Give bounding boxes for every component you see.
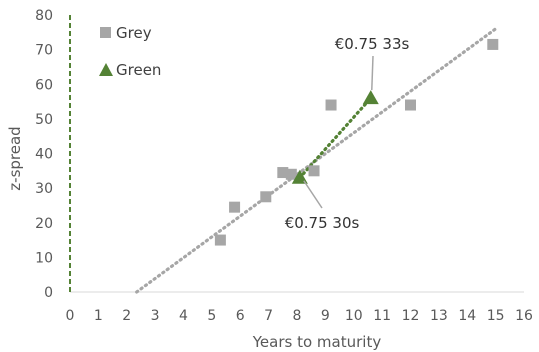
annotation-leader xyxy=(371,55,374,91)
legend-label-green: Green xyxy=(116,61,161,79)
grey-point xyxy=(308,165,320,177)
legend-marker-green xyxy=(99,63,113,76)
green-point xyxy=(362,90,379,105)
y-tick-label: 20 xyxy=(35,216,53,232)
grey-point xyxy=(229,201,241,213)
grey-point xyxy=(405,99,416,111)
x-tick-label: 15 xyxy=(487,308,505,324)
green-trendline xyxy=(298,96,373,180)
grey-point xyxy=(325,99,337,111)
y-tick-label: 30 xyxy=(35,181,53,197)
x-tick-label: 13 xyxy=(430,308,448,324)
grey-point xyxy=(214,234,226,246)
annotation-label: €0.75 30s xyxy=(285,214,360,232)
x-tick-label: 8 xyxy=(293,308,302,324)
x-axis-title: Years to maturity xyxy=(252,333,382,351)
y-tick-label: 10 xyxy=(35,250,53,266)
x-axis-ticks: 0 1 2 3 4 5 6 7 8 9 10 11 12 13 14 15 16 xyxy=(66,308,533,324)
grey-point xyxy=(260,191,272,203)
x-tick-label: 1 xyxy=(94,308,103,324)
x-tick-label: 2 xyxy=(122,308,131,324)
x-tick-label: 3 xyxy=(151,308,160,324)
grey-point xyxy=(285,168,297,180)
x-tick-label: 10 xyxy=(345,308,363,324)
y-tick-label: 70 xyxy=(35,43,53,59)
y-tick-label: 0 xyxy=(44,285,53,301)
x-tick-label: 5 xyxy=(207,308,216,324)
y-tick-label: 40 xyxy=(35,147,53,163)
x-tick-label: 4 xyxy=(179,308,188,324)
x-tick-label: 12 xyxy=(402,308,420,324)
x-tick-label: 7 xyxy=(264,308,273,324)
trendlines xyxy=(135,27,498,294)
y-tick-label: 50 xyxy=(35,112,53,128)
x-tick-label: 6 xyxy=(236,308,245,324)
x-tick-label: 14 xyxy=(458,308,476,324)
green-point xyxy=(291,169,308,184)
legend-label-grey: Grey xyxy=(116,24,152,42)
legend-marker-grey xyxy=(100,27,111,38)
annotation-label: €0.75 33s xyxy=(335,35,410,53)
y-axis-title: z-spread xyxy=(6,126,24,190)
y-axis-ticks: 0 10 20 30 40 50 60 70 80 xyxy=(35,8,53,301)
data-points xyxy=(214,38,499,246)
x-tick-label: 16 xyxy=(515,308,533,324)
grey-point xyxy=(487,38,499,50)
annotations: €0.75 33s €0.75 30s xyxy=(285,35,410,232)
x-tick-label: 0 xyxy=(66,308,75,324)
x-tick-label: 11 xyxy=(373,308,391,324)
x-tick-label: 9 xyxy=(321,308,330,324)
annotation-leader xyxy=(303,180,323,209)
y-tick-label: 60 xyxy=(35,77,53,93)
y-tick-label: 80 xyxy=(35,8,53,24)
legend: Grey Green xyxy=(99,24,161,79)
grey-point xyxy=(277,167,289,179)
